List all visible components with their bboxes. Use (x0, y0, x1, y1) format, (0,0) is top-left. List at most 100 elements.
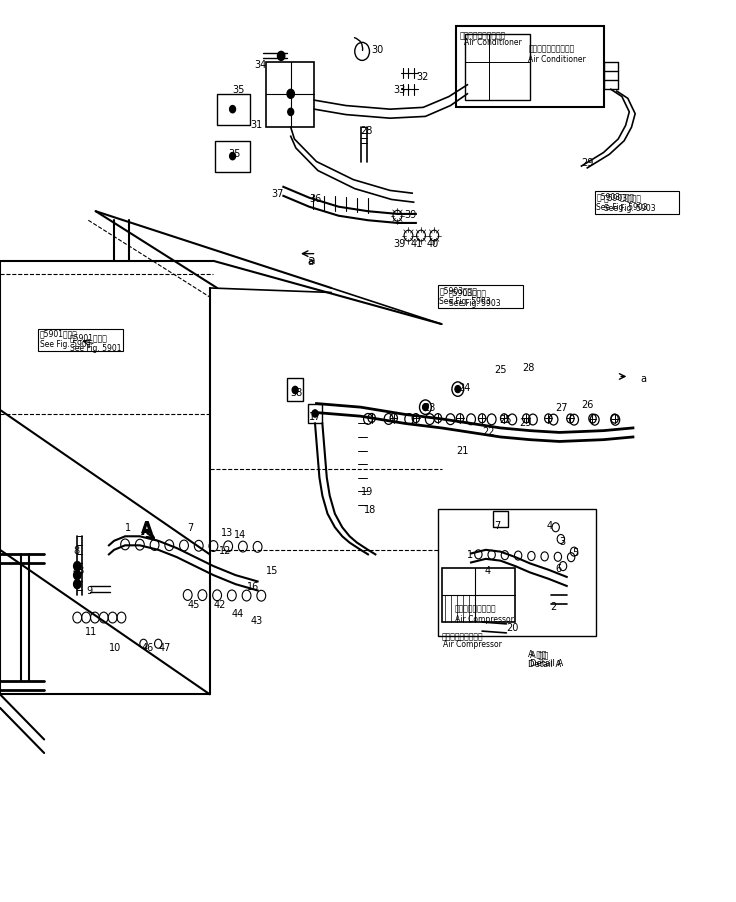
Text: See Fig. 5903: See Fig. 5903 (439, 297, 491, 306)
Text: 35: 35 (232, 85, 244, 96)
Circle shape (287, 90, 294, 99)
Text: 29: 29 (581, 157, 594, 168)
Text: 18: 18 (364, 504, 377, 515)
Circle shape (74, 571, 81, 580)
Bar (38, 329, 123, 352)
Text: 31: 31 (250, 119, 263, 130)
Text: エアーコンディショナ
Air Conditioner: エアーコンディショナ Air Conditioner (528, 44, 586, 64)
Circle shape (74, 562, 81, 571)
Text: a: a (640, 373, 646, 384)
Text: 1: 1 (467, 549, 473, 560)
Bar (215, 142, 250, 173)
Text: 17: 17 (309, 411, 322, 422)
Bar (465, 35, 530, 101)
Text: 39: 39 (394, 238, 406, 249)
Text: 第5903図参照
See Fig. 5903: 第5903図参照 See Fig. 5903 (449, 288, 500, 308)
Text: 46: 46 (141, 642, 154, 653)
Text: 4: 4 (484, 565, 490, 575)
Text: Air Compressor: Air Compressor (443, 640, 502, 649)
Circle shape (74, 580, 81, 589)
Bar (442, 568, 515, 622)
Text: 47: 47 (158, 642, 171, 653)
Text: 第5903図参照: 第5903図参照 (439, 286, 478, 295)
Bar (308, 404, 322, 424)
Text: 24: 24 (458, 382, 470, 393)
Text: 36: 36 (309, 193, 322, 204)
Circle shape (292, 387, 298, 394)
Text: 5: 5 (573, 547, 578, 557)
Circle shape (230, 106, 236, 114)
Text: 48: 48 (72, 565, 85, 575)
Text: 1: 1 (125, 522, 131, 533)
Text: 7: 7 (188, 522, 194, 533)
Bar (595, 192, 679, 215)
Text: 28: 28 (523, 363, 535, 373)
Text: 7: 7 (495, 520, 500, 530)
Text: 27: 27 (556, 402, 568, 413)
Text: 21: 21 (456, 446, 469, 456)
Text: エアーコンプレッサ: エアーコンプレッサ (442, 631, 484, 640)
Text: 22: 22 (482, 426, 495, 437)
Text: 11: 11 (85, 626, 97, 637)
Text: 9: 9 (87, 585, 93, 596)
Text: 32: 32 (416, 71, 428, 82)
Text: 4: 4 (546, 520, 552, 530)
Text: 第5901図参照: 第5901図参照 (40, 329, 77, 338)
Text: 26: 26 (581, 399, 594, 410)
Text: 第5901図参照
See Fig. 5901: 第5901図参照 See Fig. 5901 (70, 333, 121, 353)
Bar (266, 63, 314, 128)
Text: 15: 15 (266, 565, 279, 575)
Text: 13: 13 (221, 527, 233, 538)
Bar (217, 95, 250, 126)
Text: 20: 20 (506, 621, 519, 632)
Text: 19: 19 (361, 486, 373, 497)
Text: 30: 30 (372, 44, 384, 55)
Text: 41: 41 (411, 238, 423, 249)
Text: a: a (308, 253, 316, 266)
Text: 35: 35 (228, 148, 241, 159)
Text: 25: 25 (499, 414, 512, 425)
Text: 2: 2 (551, 601, 556, 612)
Text: 29: 29 (519, 417, 531, 428)
Text: 28: 28 (361, 125, 373, 136)
Text: 33: 33 (394, 85, 406, 96)
Text: Detail A: Detail A (530, 658, 563, 667)
Text: 6: 6 (556, 563, 562, 574)
Circle shape (230, 153, 236, 161)
Text: 40: 40 (427, 238, 439, 249)
Text: 38: 38 (291, 387, 303, 398)
Circle shape (422, 404, 428, 411)
Text: A: A (141, 520, 153, 535)
Text: 16: 16 (247, 581, 259, 592)
Circle shape (455, 386, 461, 393)
Text: 12: 12 (219, 545, 231, 556)
Text: Air Conditioner: Air Conditioner (464, 38, 521, 47)
Text: 14: 14 (234, 529, 247, 539)
Text: 23: 23 (423, 402, 436, 413)
Text: 39: 39 (405, 209, 417, 220)
Text: 3: 3 (559, 536, 565, 547)
Text: 44: 44 (232, 608, 244, 619)
Circle shape (312, 410, 318, 418)
Text: See Fig. 5903: See Fig. 5903 (596, 203, 648, 212)
Text: エアーコンプレッサ
Air Compressor: エアーコンプレッサ Air Compressor (455, 603, 514, 623)
Bar (493, 511, 508, 528)
Text: 43: 43 (250, 615, 263, 626)
Text: 10: 10 (109, 642, 121, 653)
Bar (438, 510, 596, 636)
Text: A 詳細
Detail A: A 詳細 Detail A (528, 649, 562, 668)
Text: A 詳細: A 詳細 (530, 649, 548, 658)
Bar (287, 379, 303, 401)
Text: 34: 34 (254, 60, 266, 70)
Text: 8: 8 (74, 545, 79, 556)
Text: 37: 37 (271, 189, 283, 199)
Text: See Fig. 5901: See Fig. 5901 (40, 340, 91, 349)
Bar (456, 27, 604, 108)
Text: エアーコンディショナ: エアーコンディショナ (460, 32, 506, 41)
Bar (438, 286, 523, 308)
Text: 45: 45 (188, 599, 200, 610)
Text: 第5903図参照: 第5903図参照 (596, 192, 634, 201)
Text: a: a (308, 256, 314, 267)
Text: A: A (141, 523, 153, 538)
Circle shape (288, 109, 294, 116)
